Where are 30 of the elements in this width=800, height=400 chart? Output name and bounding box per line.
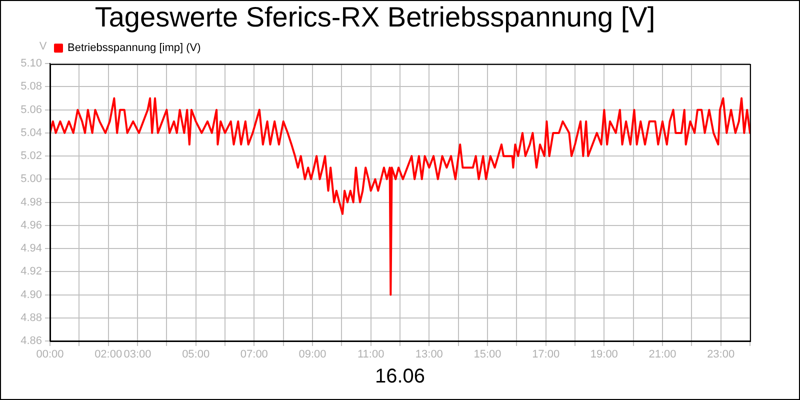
x-tick-label: 07:00 xyxy=(240,348,268,361)
y-tick-label: 4.90 xyxy=(20,288,42,301)
y-tick-label: 5.06 xyxy=(20,104,42,116)
y-tick-label: 5.02 xyxy=(20,150,42,162)
y-tick-label: 5.04 xyxy=(20,126,42,139)
y-tick-label: 5.00 xyxy=(20,173,42,186)
y-tick-label: 4.92 xyxy=(20,266,42,278)
x-tick-label: 11:00 xyxy=(357,348,384,361)
x-axis-title: 16.06 xyxy=(374,366,426,388)
x-tick-label: 05:00 xyxy=(182,348,210,361)
y-tick-label: 4.88 xyxy=(20,312,42,324)
chart-title: Tageswerte Sferics-RX Betriebsspannung [V] xyxy=(94,2,656,33)
x-tick-label: 09:00 xyxy=(298,348,326,361)
y-tick-label: 5.08 xyxy=(20,80,42,93)
y-axis-title: V xyxy=(39,40,48,53)
x-tick-label: 13:00 xyxy=(415,348,443,361)
x-tick-label: 17:00 xyxy=(532,348,560,361)
x-tick-label: 23:00 xyxy=(707,348,735,361)
y-tick-label: 4.94 xyxy=(20,242,42,255)
x-tick-label: 15:00 xyxy=(474,348,502,361)
y-tick-label: 4.86 xyxy=(20,335,42,348)
x-tick-label: 02:00 xyxy=(94,348,122,361)
y-tick-label: 5.10 xyxy=(20,58,42,70)
x-tick-label: 19:00 xyxy=(590,348,618,361)
x-tick-label: 00:00 xyxy=(36,348,64,361)
y-tick-label: 4.98 xyxy=(20,196,42,208)
legend-label: Betriebsspannung [imp] (V) xyxy=(68,42,201,54)
y-tick-label: 4.96 xyxy=(20,219,42,232)
x-tick-label: 03:00 xyxy=(124,348,152,361)
x-tick-label: 21:00 xyxy=(648,348,676,361)
